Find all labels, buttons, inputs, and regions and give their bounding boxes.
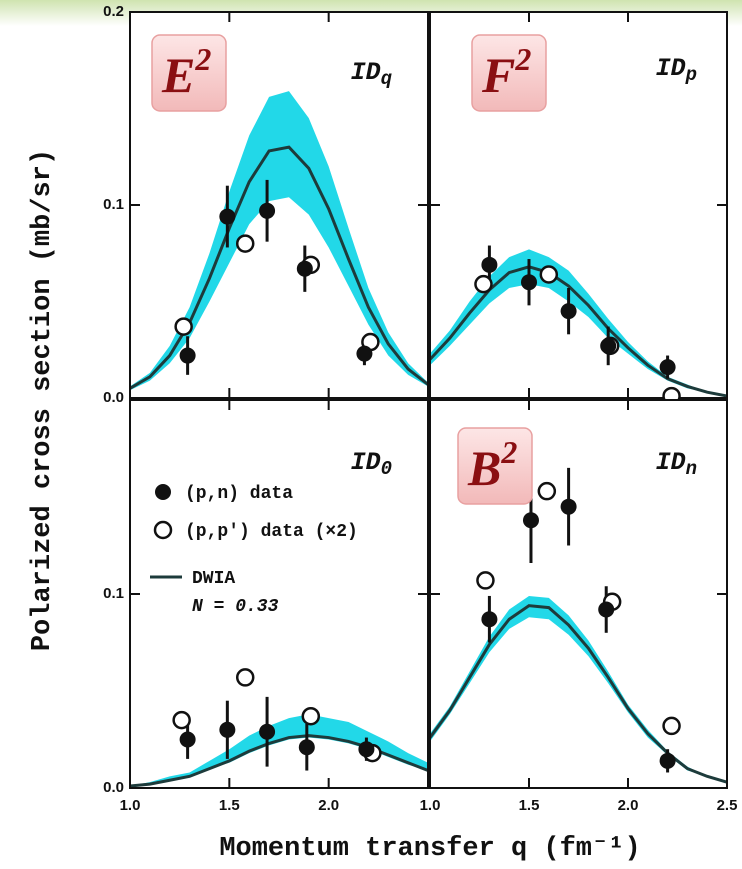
panel-label-box (151, 34, 227, 112)
filled-point (659, 359, 676, 376)
id-label: IDn (656, 448, 697, 480)
filled-point (219, 721, 236, 738)
id-label-sub: q (381, 68, 393, 90)
filled-point (481, 611, 498, 628)
plot-layer (130, 91, 428, 391)
filled-point (521, 274, 537, 291)
filled-point (259, 202, 276, 219)
uncertainty-band (430, 249, 727, 397)
y-tick-label: 0.1 (103, 196, 124, 213)
y-axis-title: Polarized cross section (mb/sr) (28, 149, 58, 651)
panel-label: B2 (467, 434, 517, 496)
panel-label-sup: 2 (514, 41, 531, 77)
x-tick-label: 1.0 (420, 797, 441, 814)
annotation: N = 0.33 (192, 597, 279, 617)
panel-label-main: F (481, 47, 515, 103)
id-label-main: ID (351, 448, 381, 477)
y-tick-label: 0.2 (103, 3, 124, 20)
id-label-main: ID (656, 54, 686, 83)
filled-point (296, 260, 313, 277)
open-point (539, 265, 559, 284)
filled-point (298, 739, 315, 756)
y-tick-label: 0.1 (103, 585, 124, 602)
id-label-main: ID (656, 448, 686, 477)
filled-point (522, 512, 539, 529)
open-point (235, 234, 255, 253)
filled-point (358, 741, 375, 758)
id-label: IDq (351, 58, 393, 90)
dwia-curve (430, 604, 727, 784)
filled-point (598, 601, 615, 618)
legend-label: (p,n) data (185, 484, 293, 504)
open-point (476, 571, 495, 590)
filled-point (600, 337, 617, 354)
open-point (174, 317, 193, 336)
x-tick-label: 2.0 (618, 797, 639, 814)
plot-layer (430, 249, 727, 398)
panel-label: F2 (481, 41, 531, 103)
open-point (172, 710, 191, 730)
open-point (235, 668, 255, 687)
legend-label: DWIA (192, 569, 235, 589)
x-tick-label: 1.5 (519, 797, 540, 814)
uncertainty-band (130, 714, 428, 787)
id-label-sub: p (685, 64, 697, 86)
id-label-sub: n (686, 458, 697, 480)
filled-point (659, 752, 676, 769)
uncertainty-band (430, 595, 727, 783)
y-tick-label: 0.0 (103, 779, 124, 796)
panel-label: E2 (161, 41, 211, 103)
filled-point (179, 731, 196, 748)
filled-point (560, 303, 577, 320)
x-tick-label: 2.5 (717, 797, 738, 814)
uncertainty-band (130, 91, 428, 391)
filled-point (179, 347, 196, 364)
dwia-curve (430, 265, 727, 398)
panel-label-box (471, 34, 547, 112)
filled-point (259, 723, 276, 740)
panel-label-sup: 2 (194, 41, 211, 77)
id-label-main: ID (351, 58, 381, 87)
dwia-curve (130, 145, 428, 390)
panel-label-main: E (161, 47, 195, 103)
legend-label: (p,p′) data (×2) (185, 522, 358, 542)
id-label-sub: 0 (381, 458, 392, 480)
open-point (662, 716, 681, 736)
plot-layer (430, 595, 727, 784)
legend-marker (155, 484, 171, 500)
legend-marker (153, 520, 173, 540)
x-tick-label: 2.0 (318, 797, 339, 814)
id-label: IDp (656, 54, 697, 86)
y-tick-label: 0.0 (103, 389, 124, 406)
x-tick-label: 1.5 (219, 797, 240, 814)
id-label: ID0 (351, 448, 392, 480)
filled-point (560, 498, 577, 515)
filled-point (481, 256, 498, 273)
panel-label-box (457, 427, 533, 505)
panel-label-sup: 2 (500, 434, 517, 470)
open-point (301, 706, 321, 726)
panel-label-main: B (467, 440, 501, 496)
x-tick-label: 1.0 (120, 797, 141, 814)
filled-point (219, 208, 236, 225)
open-point (474, 274, 493, 294)
x-axis-title: Momentum transfer q (fm⁻¹) (219, 834, 640, 864)
filled-point (356, 345, 373, 362)
open-point (537, 481, 557, 501)
